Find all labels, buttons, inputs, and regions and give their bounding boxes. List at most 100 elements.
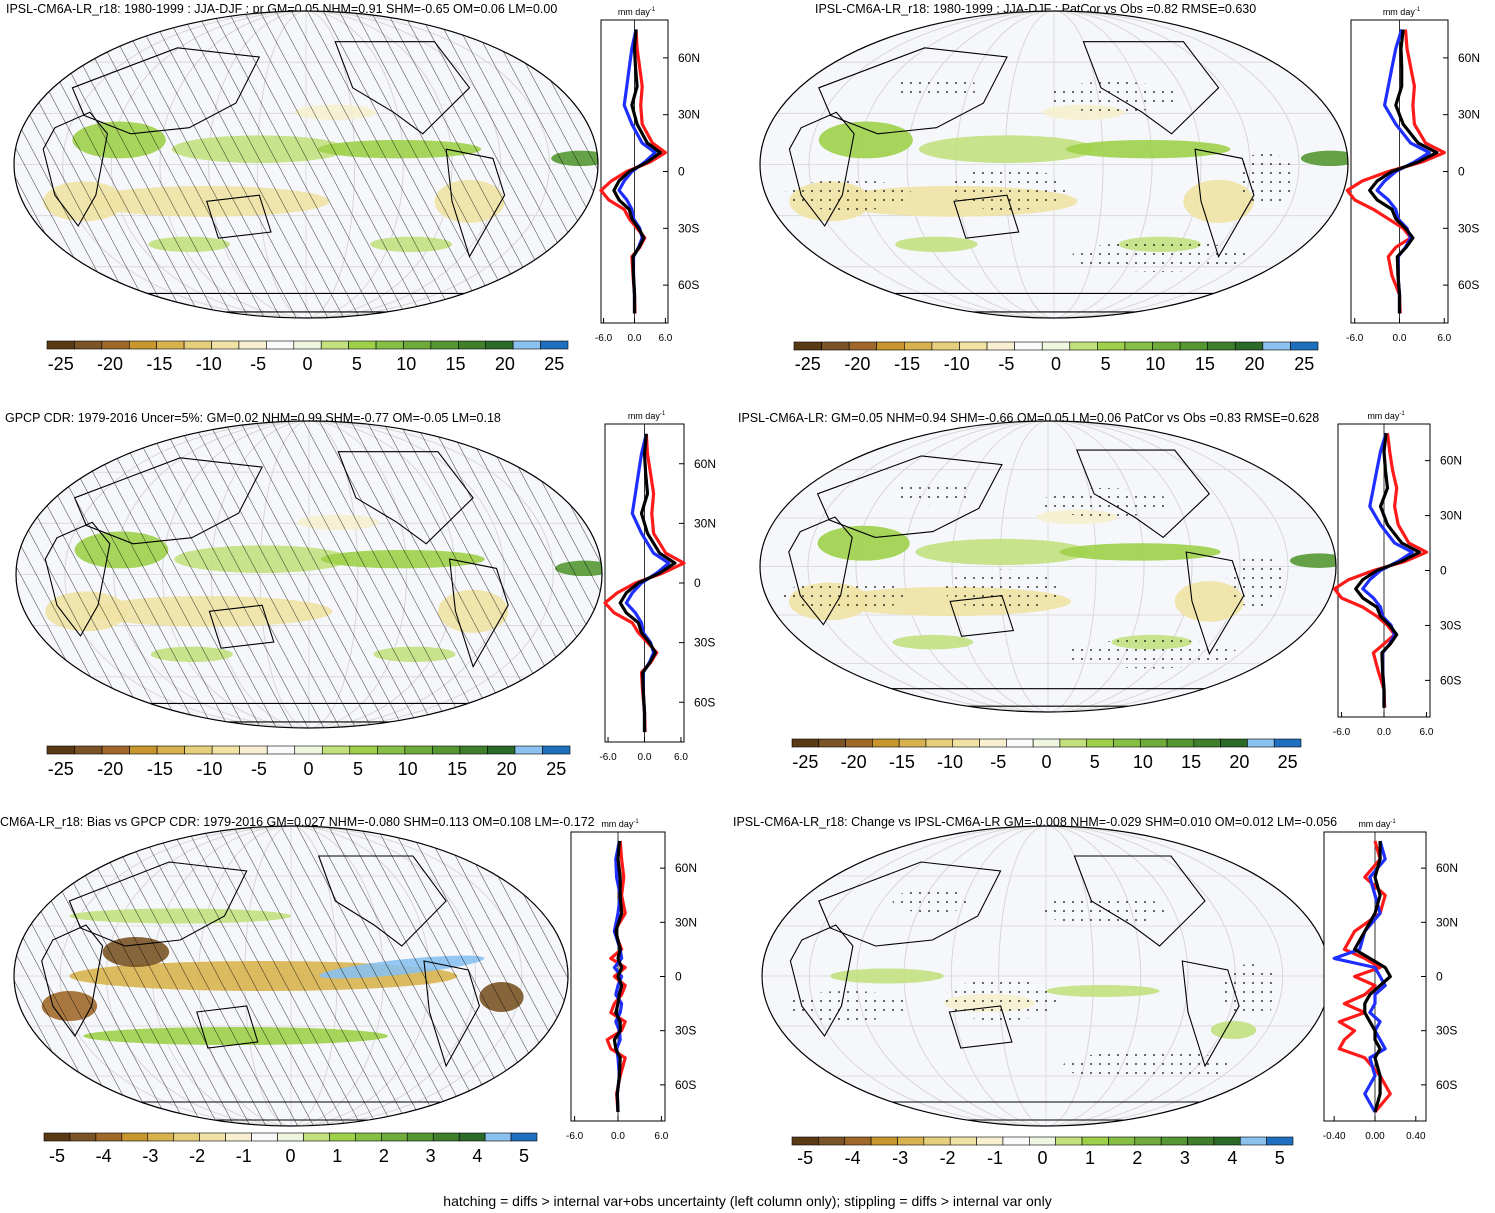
colorbar-swatch	[510, 1132, 538, 1142]
precip-south-america	[1174, 581, 1244, 622]
continent-outline-5	[1185, 551, 1245, 656]
hatching-overlay	[14, 826, 568, 1126]
x-tick-label: 0.0	[638, 752, 652, 763]
colorbar-swatch	[1160, 1136, 1188, 1146]
colorbar-tick-label: 25	[546, 759, 566, 779]
colorbar-swatch	[872, 738, 900, 748]
colorbar-swatch	[101, 340, 130, 350]
lat-tick-label: 30N	[694, 516, 716, 530]
colorbar-5: -5 -4 -3 -2 -1 0 1 2 3 4 5	[43, 1132, 538, 1166]
graticule-lon	[808, 11, 1300, 318]
colorbar-tick-label: 3	[426, 1146, 436, 1166]
colorbar-tick-label: 2	[379, 1146, 389, 1166]
precip-asian-monsoon	[817, 525, 910, 561]
colorbar-swatch	[1081, 1136, 1109, 1146]
colorbar-tick-label: 0	[1037, 1148, 1047, 1168]
colorbar-swatch	[1029, 1136, 1056, 1146]
graticule-lon	[999, 421, 1097, 712]
colorbar-swatch	[101, 745, 130, 755]
colorbar-swatch	[156, 340, 185, 350]
colorbar-swatch	[1041, 341, 1071, 351]
colorbar-swatch	[184, 745, 213, 755]
lat-tick-label: 60S	[1458, 278, 1479, 292]
change-pacific	[1046, 985, 1160, 997]
stippling-region-6	[892, 482, 974, 506]
profile-series-red	[1337, 840, 1392, 1114]
zonal-profile-4: mm day-1 60N 30N 0 30S 60S -6.0 0.0 6.0	[1332, 411, 1462, 738]
map-panel-2	[759, 10, 1349, 319]
colorbar-swatch	[1055, 1136, 1083, 1146]
lat-tick-label: 60N	[1458, 51, 1480, 65]
colorbar-swatch	[876, 341, 905, 351]
colorbar-tick-label: -25	[48, 759, 74, 779]
colorbar-tick-label: -20	[97, 354, 123, 374]
colorbar-tick-label: -3	[892, 1148, 908, 1168]
lat-tick-label: 60S	[678, 278, 699, 292]
continent-outline-1	[789, 924, 854, 1037]
colorbar-swatch	[266, 340, 295, 350]
lat-tick-label: 60S	[1440, 673, 1461, 687]
colorbar-swatch	[277, 1132, 304, 1142]
lat-tick-label: 30S	[1436, 1024, 1457, 1038]
colorbar-swatch	[952, 738, 980, 748]
colorbar-tick-label: -5	[251, 759, 267, 779]
lat-tick-label: 30S	[675, 1024, 696, 1038]
panel-3-title: GPCP CDR: 1979-2016 Uncer=5%: GM=0.02 NH…	[5, 411, 501, 425]
colorbar-swatch	[1139, 738, 1168, 748]
colorbar-swatch	[128, 340, 157, 350]
precip-pacific-itcz	[1065, 139, 1231, 159]
colorbar-swatch	[329, 1132, 356, 1142]
lat-tick-label: 30N	[675, 915, 697, 929]
colorbar-tick-label: 20	[1229, 752, 1249, 772]
precip-pacific-itcz	[1059, 543, 1221, 561]
colorbar-tick-label: -10	[937, 752, 963, 772]
colorbar-tick-label: 5	[352, 354, 362, 374]
lat-tick-label: 30N	[1436, 915, 1458, 929]
colorbar-swatch	[487, 745, 516, 755]
colorbar-swatch	[793, 341, 822, 351]
colorbar-tick-label: 4	[1227, 1148, 1237, 1168]
colorbar-tick-label: 15	[446, 354, 466, 374]
colorbar-tick-label: 25	[544, 354, 564, 374]
colorbar-swatch	[1152, 341, 1181, 351]
zonal-profile-5: mm day-1 60N 30N 0 30S 60S -6.0 0.0 6.0	[566, 819, 697, 1142]
lat-tick-label: 0	[1436, 970, 1443, 984]
stippling-region-6	[892, 889, 973, 913]
stippling-region-6	[895, 75, 978, 101]
colorbar-1: -25 -20 -15 -10 -5 0 5 10 15 20 25	[46, 340, 569, 374]
colorbar-swatch	[266, 745, 296, 755]
colorbar-tick-label: 15	[1195, 354, 1215, 374]
panel-6-title: IPSL-CM6A-LR_r18: Change vs IPSL-CM6A-LR…	[733, 815, 1338, 829]
map-panel-6	[761, 825, 1331, 1127]
colorbar-swatch	[1213, 1136, 1241, 1146]
x-tick-label: 0.0	[1377, 727, 1391, 738]
panel-1-title: IPSL-CM6A-LR_r18: 1980-1999 : JJA-DJF : …	[6, 2, 558, 16]
colorbar-tick-label: -4	[845, 1148, 861, 1168]
lat-tick-label: 60S	[694, 695, 715, 709]
colorbar-tick-label: -3	[142, 1146, 158, 1166]
colorbar-tick-label: -1	[987, 1148, 1003, 1168]
colorbar-swatch	[931, 341, 960, 351]
x-tick-label: -6.0	[1333, 727, 1351, 738]
profile-series-black	[1353, 841, 1392, 1113]
colorbar-swatch	[818, 1136, 846, 1146]
precip-south-america	[1183, 179, 1254, 223]
colorbar-swatch	[1166, 738, 1195, 748]
lat-tick-label: 60N	[1436, 861, 1458, 875]
colorbar-tick-label: -10	[196, 354, 222, 374]
map-border	[759, 420, 1337, 713]
lat-tick-label: 60N	[1440, 454, 1462, 468]
graticule-lon	[950, 826, 1142, 1126]
profile-unit-label: mm day-1	[1383, 7, 1421, 17]
stippling-region-4	[1071, 241, 1249, 272]
colorbar-tick-label: -5	[998, 354, 1014, 374]
continent-outline-5	[1194, 148, 1255, 258]
continent-outline-2	[818, 47, 1008, 135]
colorbar-tick-label: 0	[1051, 354, 1061, 374]
profile-unit-label: mm day-1	[628, 411, 666, 421]
precip-band-north	[918, 135, 1096, 163]
precip-band-north	[915, 538, 1089, 566]
colorbar-swatch	[540, 340, 569, 350]
colorbar-tick-label: 1	[1085, 1148, 1095, 1168]
